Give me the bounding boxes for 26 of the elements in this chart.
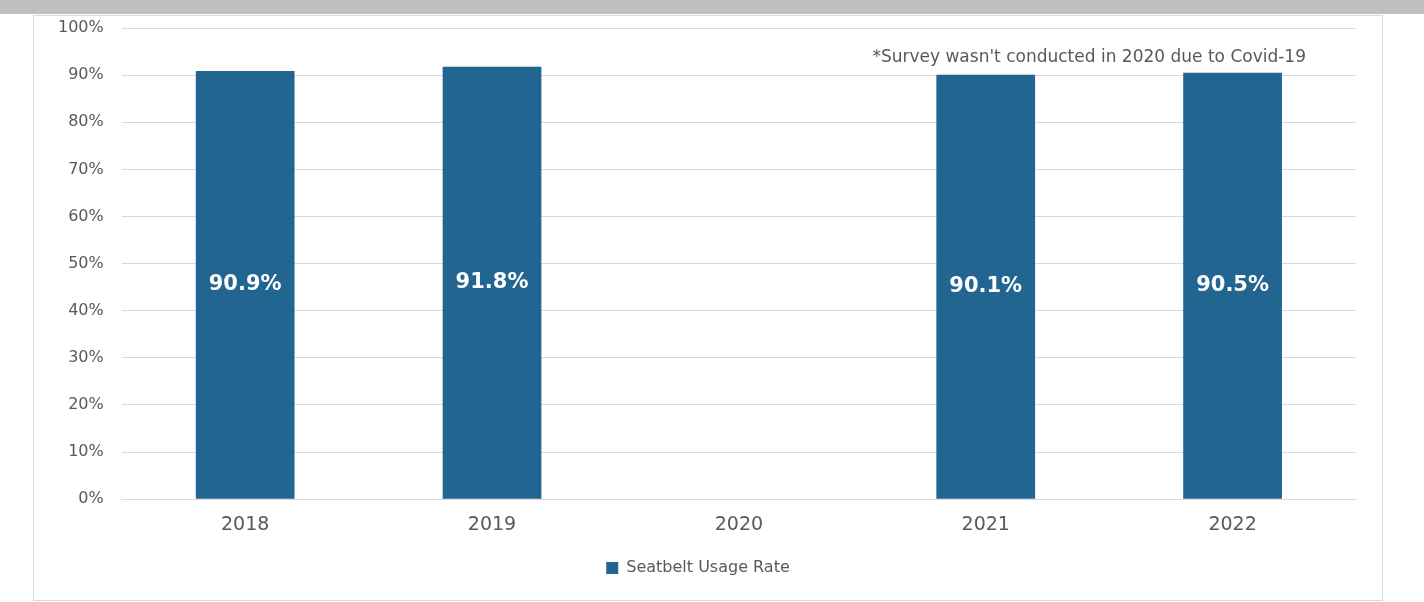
bar xyxy=(195,70,295,499)
y-tick-label: 30% xyxy=(68,347,104,366)
x-tick-label: 2020 xyxy=(714,511,764,534)
y-tick-label: 60% xyxy=(68,205,104,225)
data-label: 91.8% xyxy=(455,269,529,294)
bar xyxy=(442,66,542,499)
data-label: 90.5% xyxy=(1196,272,1269,297)
legend-label: Seatbelt Usage Rate xyxy=(626,557,790,577)
x-tick-label: 2019 xyxy=(467,511,517,534)
data-label: 90.1% xyxy=(949,273,1023,298)
y-tick-label: 80% xyxy=(68,111,104,131)
data-label: 90.9% xyxy=(208,271,282,296)
x-tick-label: 2018 xyxy=(220,511,270,534)
y-tick-label: 90% xyxy=(68,64,104,84)
y-tick-label: 50% xyxy=(68,252,104,272)
y-tick-label: 10% xyxy=(68,441,104,461)
x-tick-label: 2022 xyxy=(1208,511,1257,534)
x-tick-label: 2021 xyxy=(961,511,1010,534)
bar xyxy=(936,74,1036,499)
y-tick-label: 70% xyxy=(68,158,104,178)
y-tick-label: 0% xyxy=(78,488,104,508)
annotation: *Survey wasn't conducted in 2020 due to Covid-19 xyxy=(872,46,1306,66)
y-tick-label: 100% xyxy=(57,17,104,37)
y-tick-label: 40% xyxy=(68,299,104,319)
bar xyxy=(1183,72,1282,499)
y-tick-label: 20% xyxy=(68,394,104,414)
